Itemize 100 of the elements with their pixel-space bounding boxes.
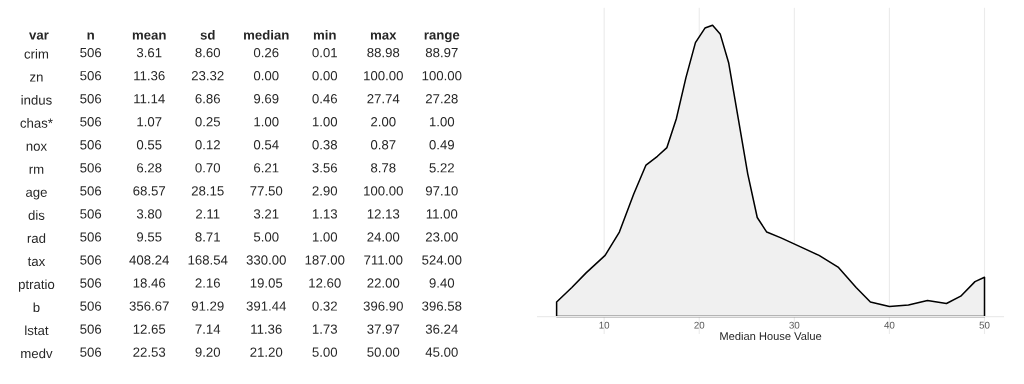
data-label: 506: [80, 347, 102, 357]
data-label: 0.87: [370, 140, 396, 150]
data-label: 100.00: [364, 186, 403, 196]
data-label: 3.80: [136, 209, 162, 219]
data-label: 6.86: [195, 94, 220, 104]
data-label: 506: [80, 140, 102, 150]
data-label: 506: [80, 163, 102, 173]
data-label: 100.00: [422, 71, 462, 81]
data-label: 11.36: [251, 324, 282, 334]
x-axis-title: Median House Value: [720, 331, 822, 341]
data-label: 21.20: [250, 347, 283, 357]
data-label: 9.20: [195, 347, 221, 357]
data-label: 6.28: [137, 163, 162, 173]
y-tick-label: lstat: [25, 325, 49, 336]
data-label: 0.26: [253, 47, 279, 58]
y-tick-label: zn: [30, 74, 43, 82]
x-tick-label: 30: [789, 321, 800, 329]
data-label: 524.00: [422, 255, 462, 265]
data-label: 23.00: [425, 232, 458, 242]
data-label: 45.00: [425, 347, 458, 357]
data-label: 0.46: [312, 94, 338, 104]
data-label: 27.74: [367, 94, 400, 104]
data-label: 1.00: [429, 117, 455, 127]
x-tick-label: max: [370, 32, 397, 40]
y-tick-label: rad: [27, 233, 46, 243]
data-label: 1.00: [312, 117, 338, 127]
data-label: 0.00: [312, 71, 338, 81]
data-label: 506: [80, 301, 102, 311]
data-label: 5.22: [429, 163, 454, 173]
data-label: 506: [80, 255, 102, 265]
y-tick-label: medv: [21, 348, 53, 359]
data-label: 88.98: [367, 47, 400, 58]
data-label: 97.10: [425, 186, 458, 196]
y-tick-label: rm: [29, 166, 44, 174]
y-tick-label: tax: [27, 257, 46, 267]
data-label: 100.00: [364, 71, 403, 81]
data-label: 506: [80, 71, 102, 81]
x-tick-label: mean: [132, 32, 166, 40]
data-label: 391.44: [246, 301, 287, 311]
data-label: 18.46: [133, 278, 166, 288]
x-tick-label: 20: [694, 321, 705, 329]
y-tick-label: ptratio: [18, 279, 55, 292]
data-label: 396.90: [363, 301, 403, 311]
data-label: 5.00: [253, 232, 279, 242]
data-label: 8.78: [371, 163, 396, 173]
data-label: 0.32: [312, 301, 337, 311]
data-label: 3.61: [136, 47, 162, 58]
data-label: 3.21: [253, 209, 279, 219]
x-tick-label: min: [313, 29, 336, 40]
data-label: 1.00: [312, 232, 338, 242]
data-label: 7.14: [195, 324, 221, 334]
data-label: 88.97: [425, 47, 458, 58]
x-tick-label: median: [244, 29, 289, 40]
data-label: 27.28: [425, 94, 458, 104]
data-label: 2.00: [371, 117, 396, 127]
data-label: 5.00: [312, 347, 338, 357]
data-label: 0.38: [312, 140, 338, 150]
x-tick-label: sd: [200, 29, 215, 40]
data-label: 0.00: [253, 71, 279, 81]
data-label: 356.67: [129, 301, 169, 311]
data-label: 2.90: [312, 186, 338, 196]
data-label: 0.55: [136, 140, 162, 150]
data-label: 68.57: [133, 186, 166, 196]
data-label: 50.00: [367, 347, 400, 357]
data-label: 0.12: [195, 140, 220, 150]
data-label: 1.00: [254, 117, 279, 127]
data-label: 0.49: [429, 140, 454, 150]
y-tick-label: indus: [21, 95, 52, 105]
data-label: 168.54: [188, 255, 228, 265]
x-tick-label: n: [87, 32, 94, 40]
data-label: 1.73: [312, 324, 338, 334]
data-label: 3.56: [312, 163, 338, 173]
data-label: 506: [80, 232, 102, 242]
y-tick-label: crim: [24, 48, 49, 59]
data-label: 11.14: [134, 94, 165, 104]
data-label: 506: [80, 209, 102, 219]
data-label: 36.24: [425, 324, 458, 334]
data-label: 396.58: [422, 301, 462, 311]
data-label: 506: [80, 324, 102, 334]
data-label: 506: [80, 278, 102, 288]
data-label: 8.71: [195, 232, 220, 242]
data-label: 506: [80, 94, 102, 104]
data-label: 28.15: [191, 186, 224, 196]
data-label: 22.00: [367, 278, 400, 288]
y-tick-label: nox: [26, 143, 47, 151]
data-label: 6.21: [254, 163, 279, 173]
data-label: 0.54: [253, 140, 279, 150]
data-label: 11.00: [426, 209, 458, 219]
data-label: 2.11: [196, 209, 220, 219]
data-label: 9.69: [254, 94, 279, 104]
data-label: 0.70: [195, 163, 221, 173]
data-label: 12.65: [133, 324, 166, 334]
data-label: 2.16: [195, 278, 220, 288]
data-label: 187.00: [305, 255, 345, 265]
data-label: 1.13: [312, 209, 338, 219]
data-label: 506: [80, 186, 102, 196]
data-label: 12.60: [309, 278, 341, 288]
x-tick-label: 10: [599, 321, 610, 329]
data-label: 37.97: [367, 324, 400, 334]
data-label: 11.36: [134, 71, 165, 81]
